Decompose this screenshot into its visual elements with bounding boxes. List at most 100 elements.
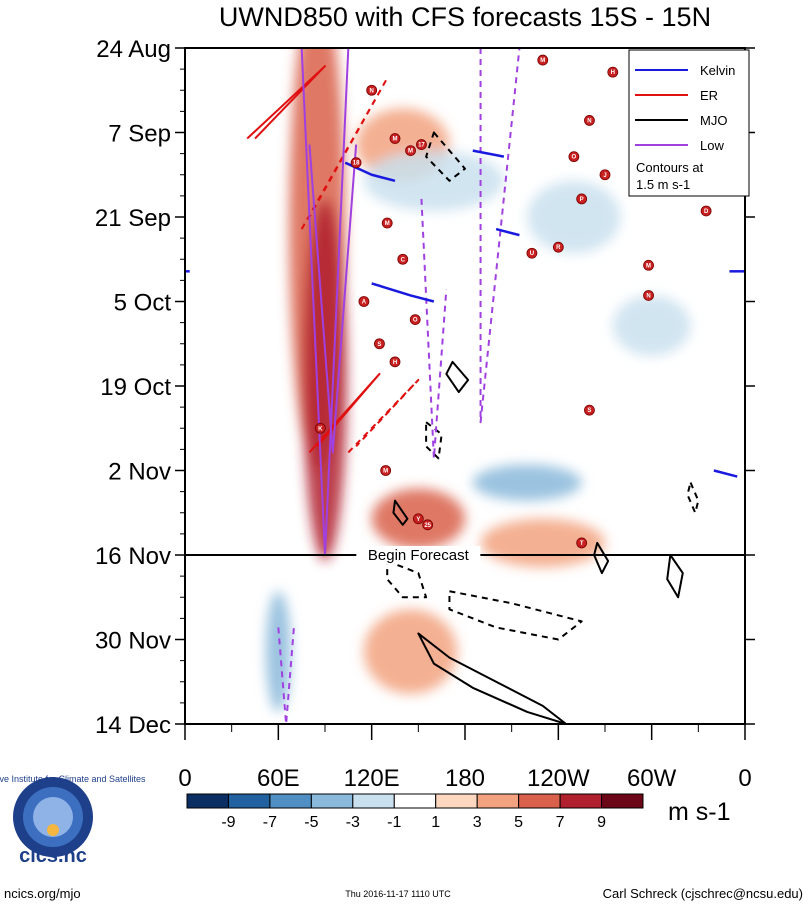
er-contour-0 xyxy=(246,65,326,140)
storm-label-11: K xyxy=(318,426,323,432)
ytick-label-2: 21 Sep xyxy=(95,205,171,232)
storm-marker-17 xyxy=(607,66,619,78)
kelvin-contour-3 xyxy=(495,227,520,237)
mjo-contour-2 xyxy=(448,590,583,641)
storm-label-25: N xyxy=(646,293,650,299)
kelvin-contour-4 xyxy=(713,469,738,478)
storm-marker-25 xyxy=(643,290,654,301)
legend-er-label: ER xyxy=(700,88,718,103)
colorbar-swatch-10 xyxy=(601,793,644,809)
y-axis-ticks xyxy=(175,47,755,725)
colorbar-swatch-4 xyxy=(352,793,395,809)
logo-globe xyxy=(33,797,73,837)
storm-marker-5 xyxy=(381,217,393,229)
storm-marker-4 xyxy=(416,139,427,150)
colorbar-swatch-6 xyxy=(435,793,478,809)
ytick-label-3: 5 Oct xyxy=(114,290,172,317)
kelvin-contour-1 xyxy=(371,282,435,303)
logo-ring-text: Cooperative Institute for Climate and Sa… xyxy=(0,774,146,784)
storm-marker-22 xyxy=(552,241,564,253)
colorbar-swatch-9 xyxy=(559,793,603,809)
colorbar-swatch-8 xyxy=(518,793,561,809)
chart-title: UWND850 with CFS forecasts 15S - 15N xyxy=(219,2,711,32)
storm-marker-0 xyxy=(366,84,378,96)
xtick-label-4: 120W xyxy=(527,765,590,792)
colorbar-units: m s-1 xyxy=(668,798,731,826)
mjo-contour-9 xyxy=(686,481,700,514)
colorbar-label-2: -5 xyxy=(304,814,318,831)
storm-marker-24 xyxy=(643,259,654,271)
colorbar-swatch-7 xyxy=(476,793,520,809)
xtick-label-0: 0 xyxy=(178,765,191,792)
er-contour-3 xyxy=(347,378,420,454)
storm-marker-11 xyxy=(314,422,326,434)
storm-label-16: L xyxy=(572,40,576,46)
xtick-label-5: 60W xyxy=(627,765,677,792)
xtick-label-6: 0 xyxy=(738,765,751,792)
ytick-label-8: 14 Dec xyxy=(95,712,171,739)
storm-label-23: U xyxy=(530,251,534,257)
logo-text: cics.nc xyxy=(19,845,87,867)
colorbar-label-7: 5 xyxy=(514,814,523,831)
xtick-label-3: 180 xyxy=(445,765,485,792)
storm-marker-1 xyxy=(350,157,362,169)
low-contour-3 xyxy=(479,48,521,424)
storm-marker-13 xyxy=(412,513,424,525)
anomaly-patch-1 xyxy=(303,198,347,562)
storm-label-19: O xyxy=(572,155,577,161)
colorbar-swatch-2 xyxy=(269,793,312,809)
storm-label-27: S xyxy=(587,408,591,414)
ytick-label-6: 16 Nov xyxy=(95,543,171,570)
storm-label-20: J xyxy=(603,173,606,179)
er-contour-1 xyxy=(300,77,389,230)
storm-marker-16 xyxy=(569,37,579,47)
legend-note-line1: Contours at xyxy=(636,160,704,175)
storm-label-15: M xyxy=(540,58,545,64)
ytick-label-5: 2 Nov xyxy=(108,459,171,486)
storm-marker-26 xyxy=(700,205,712,217)
colorbar-swatch-5 xyxy=(393,793,437,809)
storm-label-3: M xyxy=(408,149,413,155)
anomaly-patch-8 xyxy=(265,591,291,712)
mjo-contour-7 xyxy=(666,554,684,599)
anomaly-patch-7 xyxy=(472,464,582,501)
storm-label-26: D xyxy=(704,209,709,215)
colorbar-label-6: 3 xyxy=(473,814,482,831)
storm-marker-27 xyxy=(584,404,595,416)
mjo-contour-0 xyxy=(417,632,568,724)
storm-label-10: H xyxy=(393,360,397,366)
storm-marker-20 xyxy=(599,169,611,181)
begin-forecast-label-bg xyxy=(356,546,481,564)
storm-label-7: A xyxy=(362,300,367,306)
mjo-contour-5 xyxy=(392,499,409,526)
colorbar-label-8: 7 xyxy=(556,814,565,831)
storm-label-12: M xyxy=(383,469,388,475)
x-axis-labels: 0 60E 120E 180 120W 60W 0 xyxy=(178,765,751,792)
storm-tracks: N 18 M M 17 M C A O S H K M Y 25 M L H N O J P R U M N D S T xyxy=(314,37,712,549)
storm-label-24: M xyxy=(646,263,651,269)
storm-marker-7 xyxy=(358,296,370,307)
colorbar xyxy=(186,793,644,809)
storm-label-28: T xyxy=(580,541,584,547)
colorbar-label-9: 9 xyxy=(597,814,606,831)
storm-marker-23 xyxy=(526,247,538,259)
anomaly-patch-10 xyxy=(527,180,621,254)
mjo-contour-8 xyxy=(425,131,466,182)
storm-marker-6 xyxy=(397,253,409,265)
storm-marker-10 xyxy=(389,356,401,368)
ytick-label-0: 24 Aug xyxy=(96,36,171,63)
anomaly-patch-6 xyxy=(363,150,504,211)
legend-kelvin-label: Kelvin xyxy=(700,63,735,78)
logo-sun xyxy=(47,824,59,836)
storm-marker-19 xyxy=(568,151,580,163)
storm-label-6: C xyxy=(401,257,406,263)
storm-marker-18 xyxy=(584,115,595,126)
storm-marker-14 xyxy=(422,519,434,531)
storm-marker-8 xyxy=(409,314,421,326)
xtick-label-1: 60E xyxy=(257,765,300,792)
storm-marker-12 xyxy=(380,465,392,476)
storm-marker-2 xyxy=(389,133,401,144)
storm-marker-28 xyxy=(576,537,588,549)
footer-left: ncics.org/mjo xyxy=(4,886,81,901)
